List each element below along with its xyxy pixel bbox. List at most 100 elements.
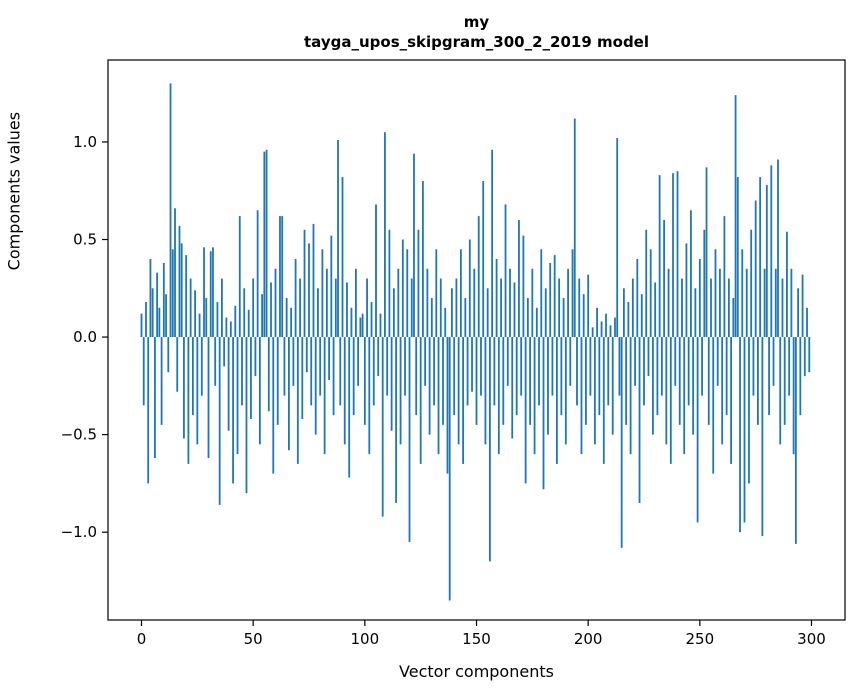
bar [305,337,308,373]
bar [274,268,277,338]
bar [585,337,587,425]
bar [288,337,290,451]
bar [757,337,759,425]
bar [658,175,661,338]
bar [162,262,165,338]
bar [573,118,576,338]
bar [308,243,310,338]
bar [589,337,592,396]
bar [643,337,645,406]
bar [504,204,507,338]
bar [803,337,806,377]
bar [564,337,567,445]
bar [216,301,219,338]
chart-title-line1: my [463,13,490,31]
bar [359,317,362,338]
bar [562,298,565,338]
bar [448,337,451,601]
bar [303,229,306,338]
bar [645,229,648,338]
bar [486,288,489,338]
bar [312,223,315,338]
bar [797,288,799,338]
bar [598,337,601,416]
bar [225,317,228,338]
bar [696,337,699,523]
bar [544,288,547,338]
bar [625,337,628,425]
bar [399,337,402,445]
bar [732,298,735,338]
bar [444,307,447,338]
bar [203,247,205,338]
bar [292,337,295,386]
bar [252,278,255,338]
bar [247,309,250,338]
bar [716,337,719,386]
bar [390,337,393,431]
bar [721,337,724,445]
bar [185,255,188,338]
bar [270,282,272,338]
bar [332,337,335,416]
bar [381,337,384,517]
bar [792,337,795,455]
bar [187,337,190,464]
bar [386,337,389,396]
bar [647,337,650,377]
bar [254,337,257,377]
bar [739,337,741,533]
axes-spines [107,59,846,621]
bar [343,337,346,445]
bar [777,159,779,338]
bar [611,337,614,435]
bar [174,208,176,338]
bar [609,325,612,338]
bar [690,210,692,338]
bar [384,132,386,338]
bar [640,294,643,338]
bar [272,337,275,474]
x-tick-label: 100 [351,630,380,648]
bar [531,268,534,338]
bar [482,180,485,338]
bar [681,278,683,338]
bar [656,337,659,416]
bar [676,171,679,338]
bar [238,216,241,338]
bar [299,278,301,338]
bar [538,337,540,406]
bar [571,249,574,338]
bar [556,337,558,464]
bar [506,337,509,386]
bar [569,337,572,386]
bar [457,337,460,445]
bar [790,268,793,338]
y-tick-label: 0.0 [73,328,97,346]
bar [736,177,739,338]
bar [265,149,268,338]
bar [267,337,270,412]
bar [741,249,744,338]
bar [167,337,170,373]
bar [806,307,808,338]
bar [471,337,473,392]
bar [442,337,444,425]
bar [165,294,167,338]
bar [446,337,449,474]
bar [669,337,672,464]
bar [794,337,797,544]
bar [232,337,234,484]
bar [346,282,348,338]
bar [223,337,226,367]
bar [314,337,317,435]
bar [355,268,357,338]
bar [256,210,259,338]
bar [350,307,353,338]
bar [437,337,440,455]
bar [406,249,409,338]
bar [301,337,304,420]
bar [151,288,154,338]
